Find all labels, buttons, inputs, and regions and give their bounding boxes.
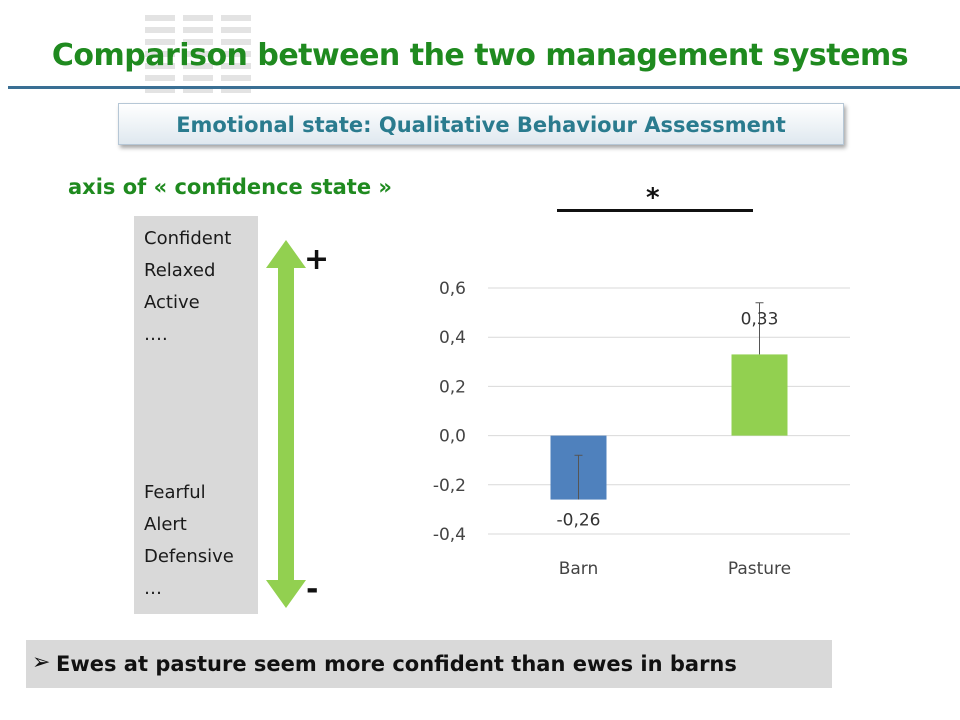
x-tick-label: Pasture: [728, 559, 791, 579]
y-tick-label: 0,2: [439, 377, 466, 397]
decorative-table-graphic: [145, 15, 251, 93]
subtitle-banner: Emotional state: Qualitative Behaviour A…: [118, 103, 844, 145]
trait-negative-3: Defensive: [144, 546, 234, 567]
trait-positive-1: Confident: [144, 228, 232, 249]
trait-negative-2: Alert: [144, 514, 187, 535]
trait-negative-1: Fearful: [144, 482, 206, 503]
trait-positive-2: Relaxed: [144, 260, 216, 281]
trait-positive-3: Active: [144, 292, 200, 313]
trait-negative-4: …: [144, 578, 162, 599]
conclusion-box: ➢ Ewes at pasture seem more confident th…: [26, 640, 832, 688]
minus-sign: -: [306, 572, 319, 607]
significance-star: *: [646, 183, 660, 213]
axis-heading: axis of « confidence state »: [68, 175, 392, 199]
x-tick-label: Barn: [559, 559, 599, 579]
trait-positive-4: ….: [144, 324, 168, 345]
subtitle-text: Emotional state: Qualitative Behaviour A…: [176, 113, 786, 137]
y-tick-label: 0,0: [439, 427, 466, 447]
bar-pasture: [731, 354, 788, 436]
title-underline: [8, 86, 960, 89]
y-tick-label: 0,6: [439, 279, 466, 299]
bullet-arrow-icon: ➢: [32, 650, 51, 675]
bar-chart: 0,6 0,4 0,2 0,0 -0,2 -0,4 -0,26 Barn 0,33 Pasture: [433, 279, 850, 579]
y-tick-label: -0,2: [433, 476, 466, 496]
data-label: 0,33: [741, 309, 779, 329]
y-tick-label: 0,4: [439, 328, 466, 348]
significance-bracket: [557, 209, 753, 212]
conclusion-text: Ewes at pasture seem more confident than…: [56, 652, 737, 676]
y-tick-label: -0,4: [433, 525, 466, 545]
trait-list-box: Confident Relaxed Active …. Fearful Aler…: [134, 216, 258, 614]
data-label: -0,26: [557, 511, 601, 531]
slide-title: Comparison between the two management sy…: [51, 38, 909, 73]
plus-sign: +: [304, 242, 330, 277]
double-arrow-icon: [266, 240, 306, 608]
